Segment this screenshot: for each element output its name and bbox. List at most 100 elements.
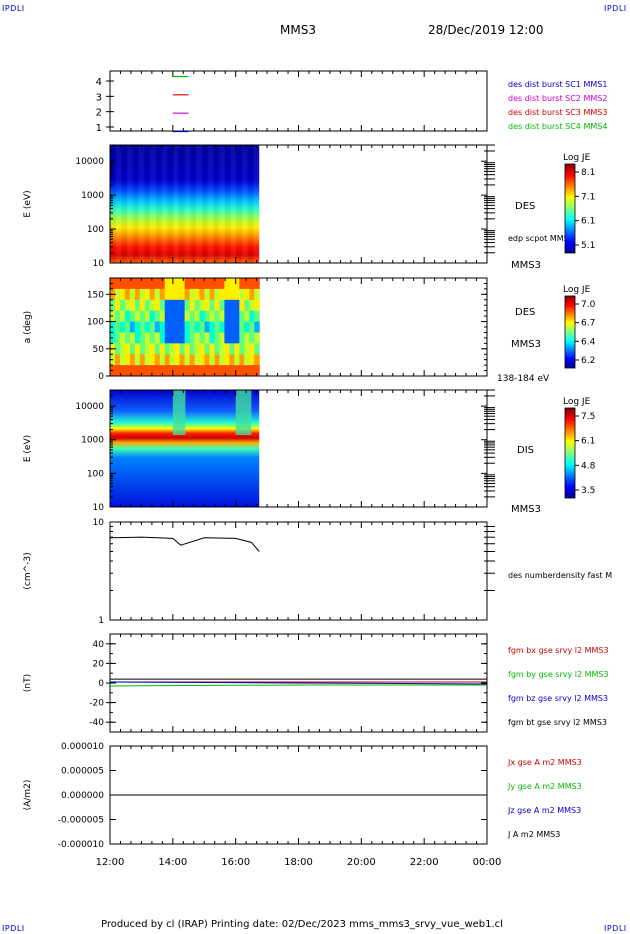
pitch-spectrogram-cell <box>134 332 141 344</box>
pitch-spectrogram-cell <box>229 288 235 301</box>
pitch-spectrogram-cell <box>114 278 121 290</box>
x-axis-tick-label: 16:00 <box>221 857 250 868</box>
pitch-spectrogram-cell <box>189 288 196 301</box>
pitch-spectrogram-cell <box>179 278 186 290</box>
pitch-spectrogram-cell <box>249 299 255 312</box>
pitch-spectrogram-cell <box>219 343 225 355</box>
des-energy-colorbar <box>564 163 576 254</box>
pitch-spectrogram-cell <box>194 365 201 377</box>
corner-label-bl: IPDLI <box>2 924 25 933</box>
pitch-spectrogram-cell <box>209 299 215 312</box>
pitch-spectrogram-cell <box>239 332 245 344</box>
pitch-spectrogram-cell <box>254 332 260 344</box>
pitch-spectrogram-cell <box>214 354 220 366</box>
spectrogram-column <box>213 145 220 263</box>
pitch-spectrogram-cell <box>134 354 141 366</box>
pitch-spectrogram-cell <box>219 278 225 290</box>
pitch-spectrogram-cell <box>254 299 260 312</box>
dis-energy-ytick-label: 100 <box>87 469 104 479</box>
des-pitch-colorbar-title: Log JE <box>563 285 591 295</box>
des-energy-colorbar-label: 6.1 <box>581 217 595 227</box>
pitch-spectrogram-cell <box>189 278 196 290</box>
pitch-spectrogram-cell <box>189 343 196 355</box>
plot-layer: 4 3 2 1 des dist burst SC1 MMS1 des dist burs… <box>23 70 612 868</box>
pitch-spectrogram-cell <box>249 288 255 301</box>
x-axis-tick-label: 22:00 <box>410 857 439 868</box>
pitch-spectrogram-cell <box>184 310 191 323</box>
pitch-spectrogram-cell <box>169 343 176 355</box>
pitch-spectrogram-cell <box>169 321 176 333</box>
pitch-spectrogram-cell <box>209 288 215 301</box>
pitch-spectrogram-cell <box>199 321 206 333</box>
pitch-spectrogram-cell <box>139 354 146 366</box>
pitch-spectrogram-cell <box>139 332 146 344</box>
burst-ytick-label: 1 <box>96 123 102 134</box>
pitch-spectrogram-cell <box>119 332 126 344</box>
pitch-spectrogram-cell <box>179 354 186 366</box>
pitch-spectrogram-cell <box>209 343 215 355</box>
pitch-spectrogram-cell <box>134 343 141 355</box>
pitch-spectrogram-cell <box>149 321 156 333</box>
bfield-series-line <box>109 681 488 685</box>
pitch-spectrogram-cell <box>189 299 196 312</box>
pitch-spectrogram-cell <box>219 321 225 333</box>
pitch-spectrogram-cell <box>154 310 161 323</box>
pitch-spectrogram-cell <box>239 365 245 377</box>
current-ylabel: (A/m2) <box>23 780 33 811</box>
spectrogram-column <box>236 145 243 263</box>
pitch-spectrogram-cell <box>184 321 191 333</box>
pitch-spectrogram-cell <box>129 310 136 323</box>
des-energy-sublabel: edp scpot MMS3 <box>508 234 574 243</box>
pitch-spectrogram-cell <box>134 365 141 377</box>
pitch-spectrogram-cell <box>159 343 166 355</box>
pitch-spectrogram-cell <box>249 332 255 344</box>
pitch-spectrogram-cell <box>184 332 191 344</box>
pitch-spectrogram-cell <box>149 288 156 301</box>
pitch-spectrogram-cell <box>239 288 245 301</box>
current-ytick-label: -0.000010 <box>58 840 104 850</box>
dis-energy-ylabel: E (eV) <box>23 435 33 462</box>
pitch-spectrogram-cell <box>239 354 245 366</box>
pitch-spectrogram-cell <box>149 343 156 355</box>
des-pitch-colorbar-label: 6.7 <box>581 319 595 329</box>
burst-legend-item: des dist burst SC4 MMS4 <box>508 122 607 131</box>
pitch-spectrogram-cell <box>144 321 151 333</box>
pitch-spectrogram-cell <box>194 299 201 312</box>
pitch-spectrogram-cell <box>244 343 250 355</box>
pitch-spectrogram-cell <box>209 365 215 377</box>
des-pitch-ylabel: a (deg) <box>23 311 33 343</box>
pitch-spectrogram-cell <box>149 365 156 377</box>
spectrogram-column <box>242 145 248 263</box>
pitch-spectrogram-cell <box>244 288 250 301</box>
pitch-spectrogram-cell <box>179 332 186 344</box>
pitch-spectrogram-cell <box>194 288 201 301</box>
spectrogram-column <box>201 145 208 263</box>
des-energy-label: DES <box>515 201 535 212</box>
pitch-spectrogram-cell <box>144 332 151 344</box>
pitch-spectrogram-cell <box>139 299 146 312</box>
pitch-spectrogram-cell <box>249 278 255 290</box>
pitch-spectrogram-cell <box>169 288 176 301</box>
des-energy-colorbar-title: Log JE <box>563 153 591 163</box>
pitch-spectrogram-cell <box>254 288 260 301</box>
pitch-spectrogram-cell <box>144 299 151 312</box>
pitch-spectrogram-cell <box>174 354 181 366</box>
spectrogram-column <box>150 145 156 263</box>
x-axis-tick-label: 18:00 <box>284 857 313 868</box>
pitch-spectrogram-cell <box>199 278 206 290</box>
burst-ytick-label: 4 <box>96 77 102 88</box>
pitch-spectrogram-cell <box>154 365 161 377</box>
pitch-spectrogram-cell <box>114 354 121 366</box>
pitch-spectrogram-cell <box>159 278 166 290</box>
pitch-spectrogram-cell <box>154 321 161 333</box>
pitch-spectrogram-cell <box>149 299 156 312</box>
spectrogram-column <box>132 145 139 263</box>
pitch-spectrogram-cell <box>114 310 121 323</box>
pitch-spectrogram-cell <box>239 299 245 312</box>
pitch-spectrogram-cell <box>184 365 191 377</box>
pitch-spectrogram-cell <box>139 365 146 377</box>
pitch-spectrogram-cell <box>209 278 215 290</box>
pitch-spectrogram-cell <box>119 343 126 355</box>
datetime-title: 28/Dec/2019 12:00 <box>428 23 544 37</box>
pitch-spectrogram-cell <box>139 288 146 301</box>
